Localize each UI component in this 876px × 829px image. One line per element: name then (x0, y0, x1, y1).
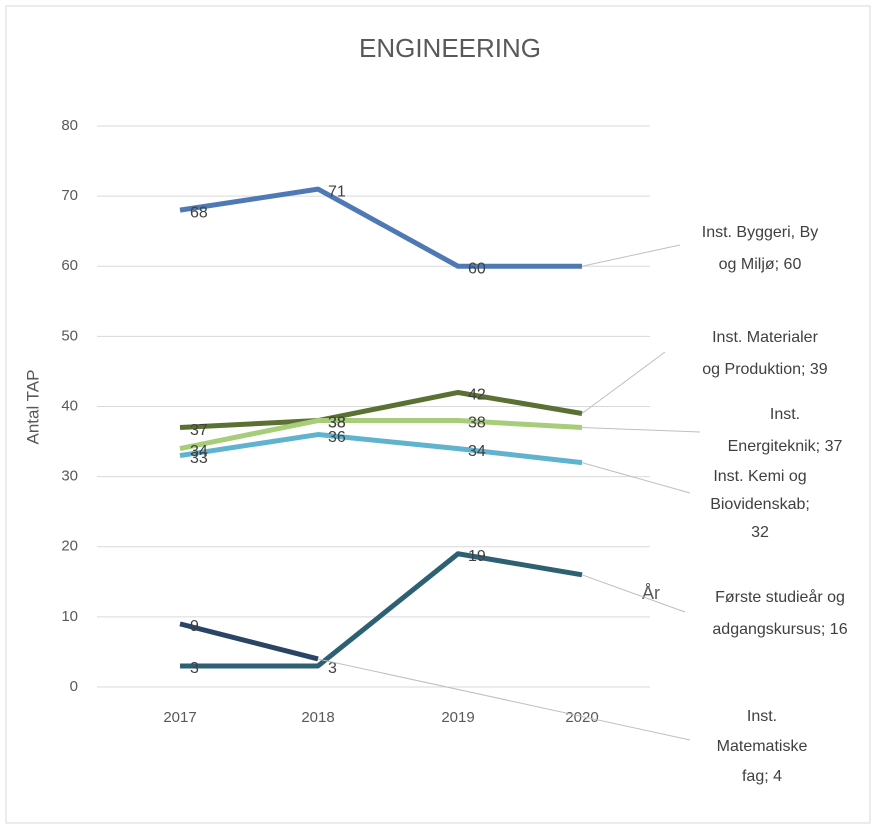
data-label: 37 (190, 422, 208, 439)
y-tick-label: 70 (61, 187, 78, 204)
data-label: 3 (190, 660, 199, 677)
end-label-line: Inst. (747, 708, 777, 725)
x-tick-label: 2017 (163, 709, 196, 726)
data-label: 33 (190, 450, 208, 467)
series-line (180, 551, 583, 669)
series-line (179, 432, 583, 466)
end-label-line: Inst. (770, 406, 800, 423)
end-label-line: Inst. Byggeri, By (702, 224, 819, 241)
y-axis-label: Antal TAP (23, 370, 42, 445)
leader-line (317, 658, 691, 741)
leader-line (581, 574, 686, 613)
data-label: 3 (328, 660, 337, 677)
end-label-line: Første studieår og (715, 588, 845, 606)
end-label-line: Inst. Kemi og (713, 468, 806, 485)
data-label: 60 (468, 260, 486, 277)
data-label: 36 (328, 429, 346, 446)
end-label-line: adgangskursus; 16 (712, 621, 847, 638)
end-label-line: Energiteknik; 37 (728, 438, 843, 455)
y-tick-label: 50 (61, 327, 78, 344)
data-label: 34 (468, 443, 486, 460)
end-label: Første studieår og adgangskursus; 16 (712, 588, 847, 638)
data-label: 68 (190, 204, 208, 221)
data-label: 19 (468, 548, 486, 565)
data-label: 34 (190, 443, 208, 460)
end-label-line: fag; 4 (742, 768, 782, 785)
end-label: Inst. Energiteknik; 37 (728, 406, 843, 455)
data-label: 38 (468, 415, 486, 432)
data-label: 42 (468, 387, 486, 404)
end-label-line: og Produktion; 39 (702, 361, 828, 378)
y-tick-label: 0 (70, 678, 78, 695)
series-line (179, 621, 319, 662)
x-tick-label: 2020 (565, 709, 598, 726)
data-label: 9 (190, 618, 199, 635)
end-label-line: Matematiske (717, 738, 808, 755)
series-line (179, 418, 583, 452)
y-tick-label: 20 (61, 538, 78, 555)
leader-line (581, 351, 666, 414)
y-tick-label: 10 (61, 608, 78, 625)
x-tick-label: 2018 (301, 709, 334, 726)
leader-line (581, 427, 701, 433)
series-line (179, 389, 583, 431)
y-tick-label: 40 (61, 397, 78, 414)
end-label: Inst. Matematiske fag; 4 (717, 708, 808, 785)
data-label: 38 (328, 415, 346, 432)
end-label: Inst. Kemi og Biovidenskab; 32 (710, 468, 810, 541)
chart-title: ENGINEERING (359, 33, 541, 63)
data-label: 71 (328, 183, 346, 200)
series-line (179, 186, 582, 269)
y-tick-label: 60 (61, 257, 78, 274)
y-tick-label: 30 (61, 468, 78, 485)
end-label-line: Inst. Materialer (712, 329, 818, 346)
end-label-line: Biovidenskab; (710, 496, 810, 513)
x-tick-label: 2019 (441, 709, 474, 726)
leader-line (581, 244, 681, 267)
end-label-line: og Miljø; 60 (719, 256, 802, 273)
end-label: Inst. Byggeri, By og Miljø; 60 (702, 224, 819, 273)
data-label: 38 (328, 415, 346, 432)
end-label: Inst. Materialer og Produktion; 39 (702, 329, 828, 378)
y-tick-label: 80 (61, 117, 78, 134)
chart-frame (5, 5, 871, 824)
end-label-line: 32 (751, 524, 769, 541)
leader-line (581, 462, 691, 494)
